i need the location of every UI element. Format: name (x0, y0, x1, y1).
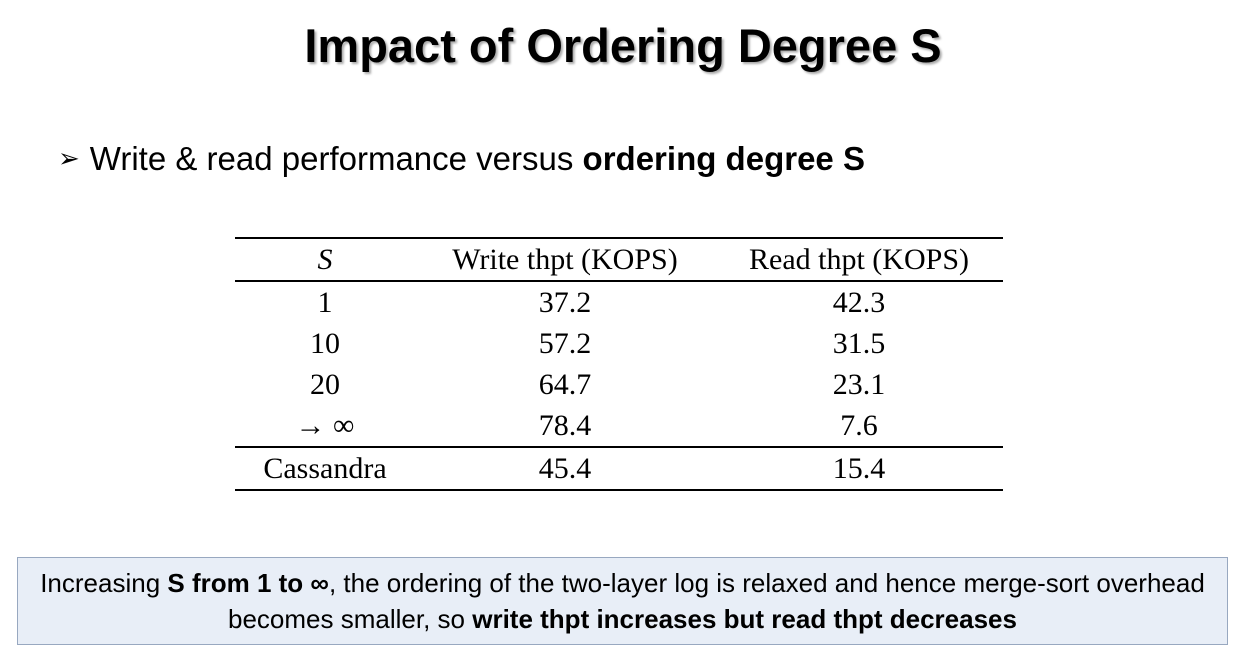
bullet-bold: ordering degree S (582, 140, 865, 177)
table-cell: 1 (317, 285, 333, 319)
header-cell: S (317, 242, 333, 276)
table-cell: 7.6 (840, 408, 878, 442)
header-row: S Write thpt (KOPS) Read thpt (KOPS) (235, 238, 1003, 281)
table-cell: 57.2 (538, 326, 592, 360)
table-cell: 64.7 (538, 367, 592, 401)
results-table: S Write thpt (KOPS) Read thpt (KOPS) 1 37.2… (235, 237, 1003, 491)
table-cell: → ∞ (295, 408, 355, 442)
table-cell: 42.3 (832, 285, 886, 319)
table-cell: 31.5 (832, 326, 886, 360)
table-row: 20 64.7 23.1 (235, 364, 1003, 405)
table-row: 1 37.2 42.3 (235, 281, 1003, 323)
footer-row: Cassandra 45.4 15.4 (235, 447, 1003, 490)
note-text: S from 1 to ∞ (167, 568, 329, 598)
header-cell: Write thpt (KOPS) (452, 242, 678, 276)
header-cell: Read thpt (KOPS) (749, 242, 969, 276)
table-cell: 78.4 (538, 408, 592, 442)
note-text: , the ordering of the two-layer log is r… (228, 568, 1205, 634)
note-box: Increasing S from 1 to ∞, the ordering o… (17, 557, 1228, 645)
bullet: ➢ Write & read performance versus orderin… (58, 140, 865, 178)
bullet-text: Write & read performance versus (89, 140, 583, 177)
table-cell: Cassandra (263, 451, 387, 485)
table-cell: 15.4 (832, 451, 886, 485)
table-cell: 10 (310, 326, 340, 360)
note-text: write thpt increases but read thpt decre… (472, 604, 1017, 634)
table-row: 10 57.2 31.5 (235, 323, 1003, 364)
slide-title: Impact of Ordering Degree S (304, 19, 942, 72)
table-cell: 20 (310, 367, 340, 401)
table-row: → ∞ 78.4 7.6 (235, 405, 1003, 447)
note-text: Increasing (40, 568, 168, 598)
table-cell: 23.1 (832, 367, 886, 401)
table-cell: 37.2 (538, 285, 592, 319)
bullet-arrow: ➢ (58, 143, 80, 173)
table-cell: 45.4 (538, 451, 592, 485)
